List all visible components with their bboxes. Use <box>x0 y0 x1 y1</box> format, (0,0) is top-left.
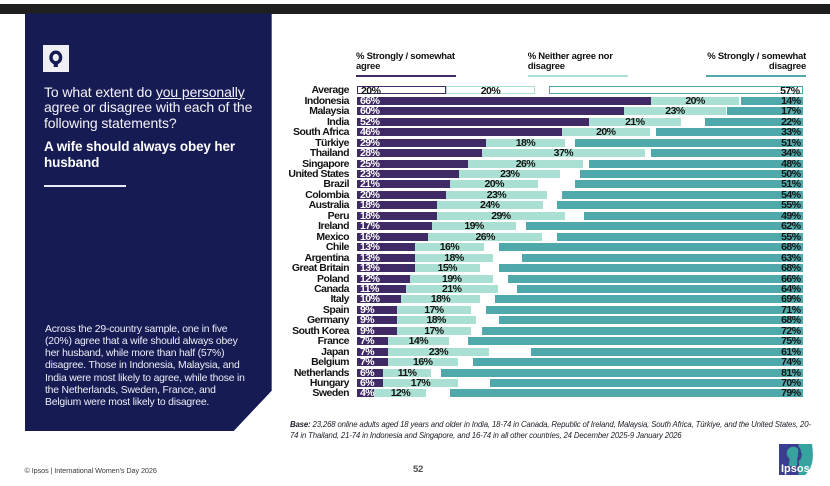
svg-text:Ipsos: Ipsos <box>781 463 810 475</box>
